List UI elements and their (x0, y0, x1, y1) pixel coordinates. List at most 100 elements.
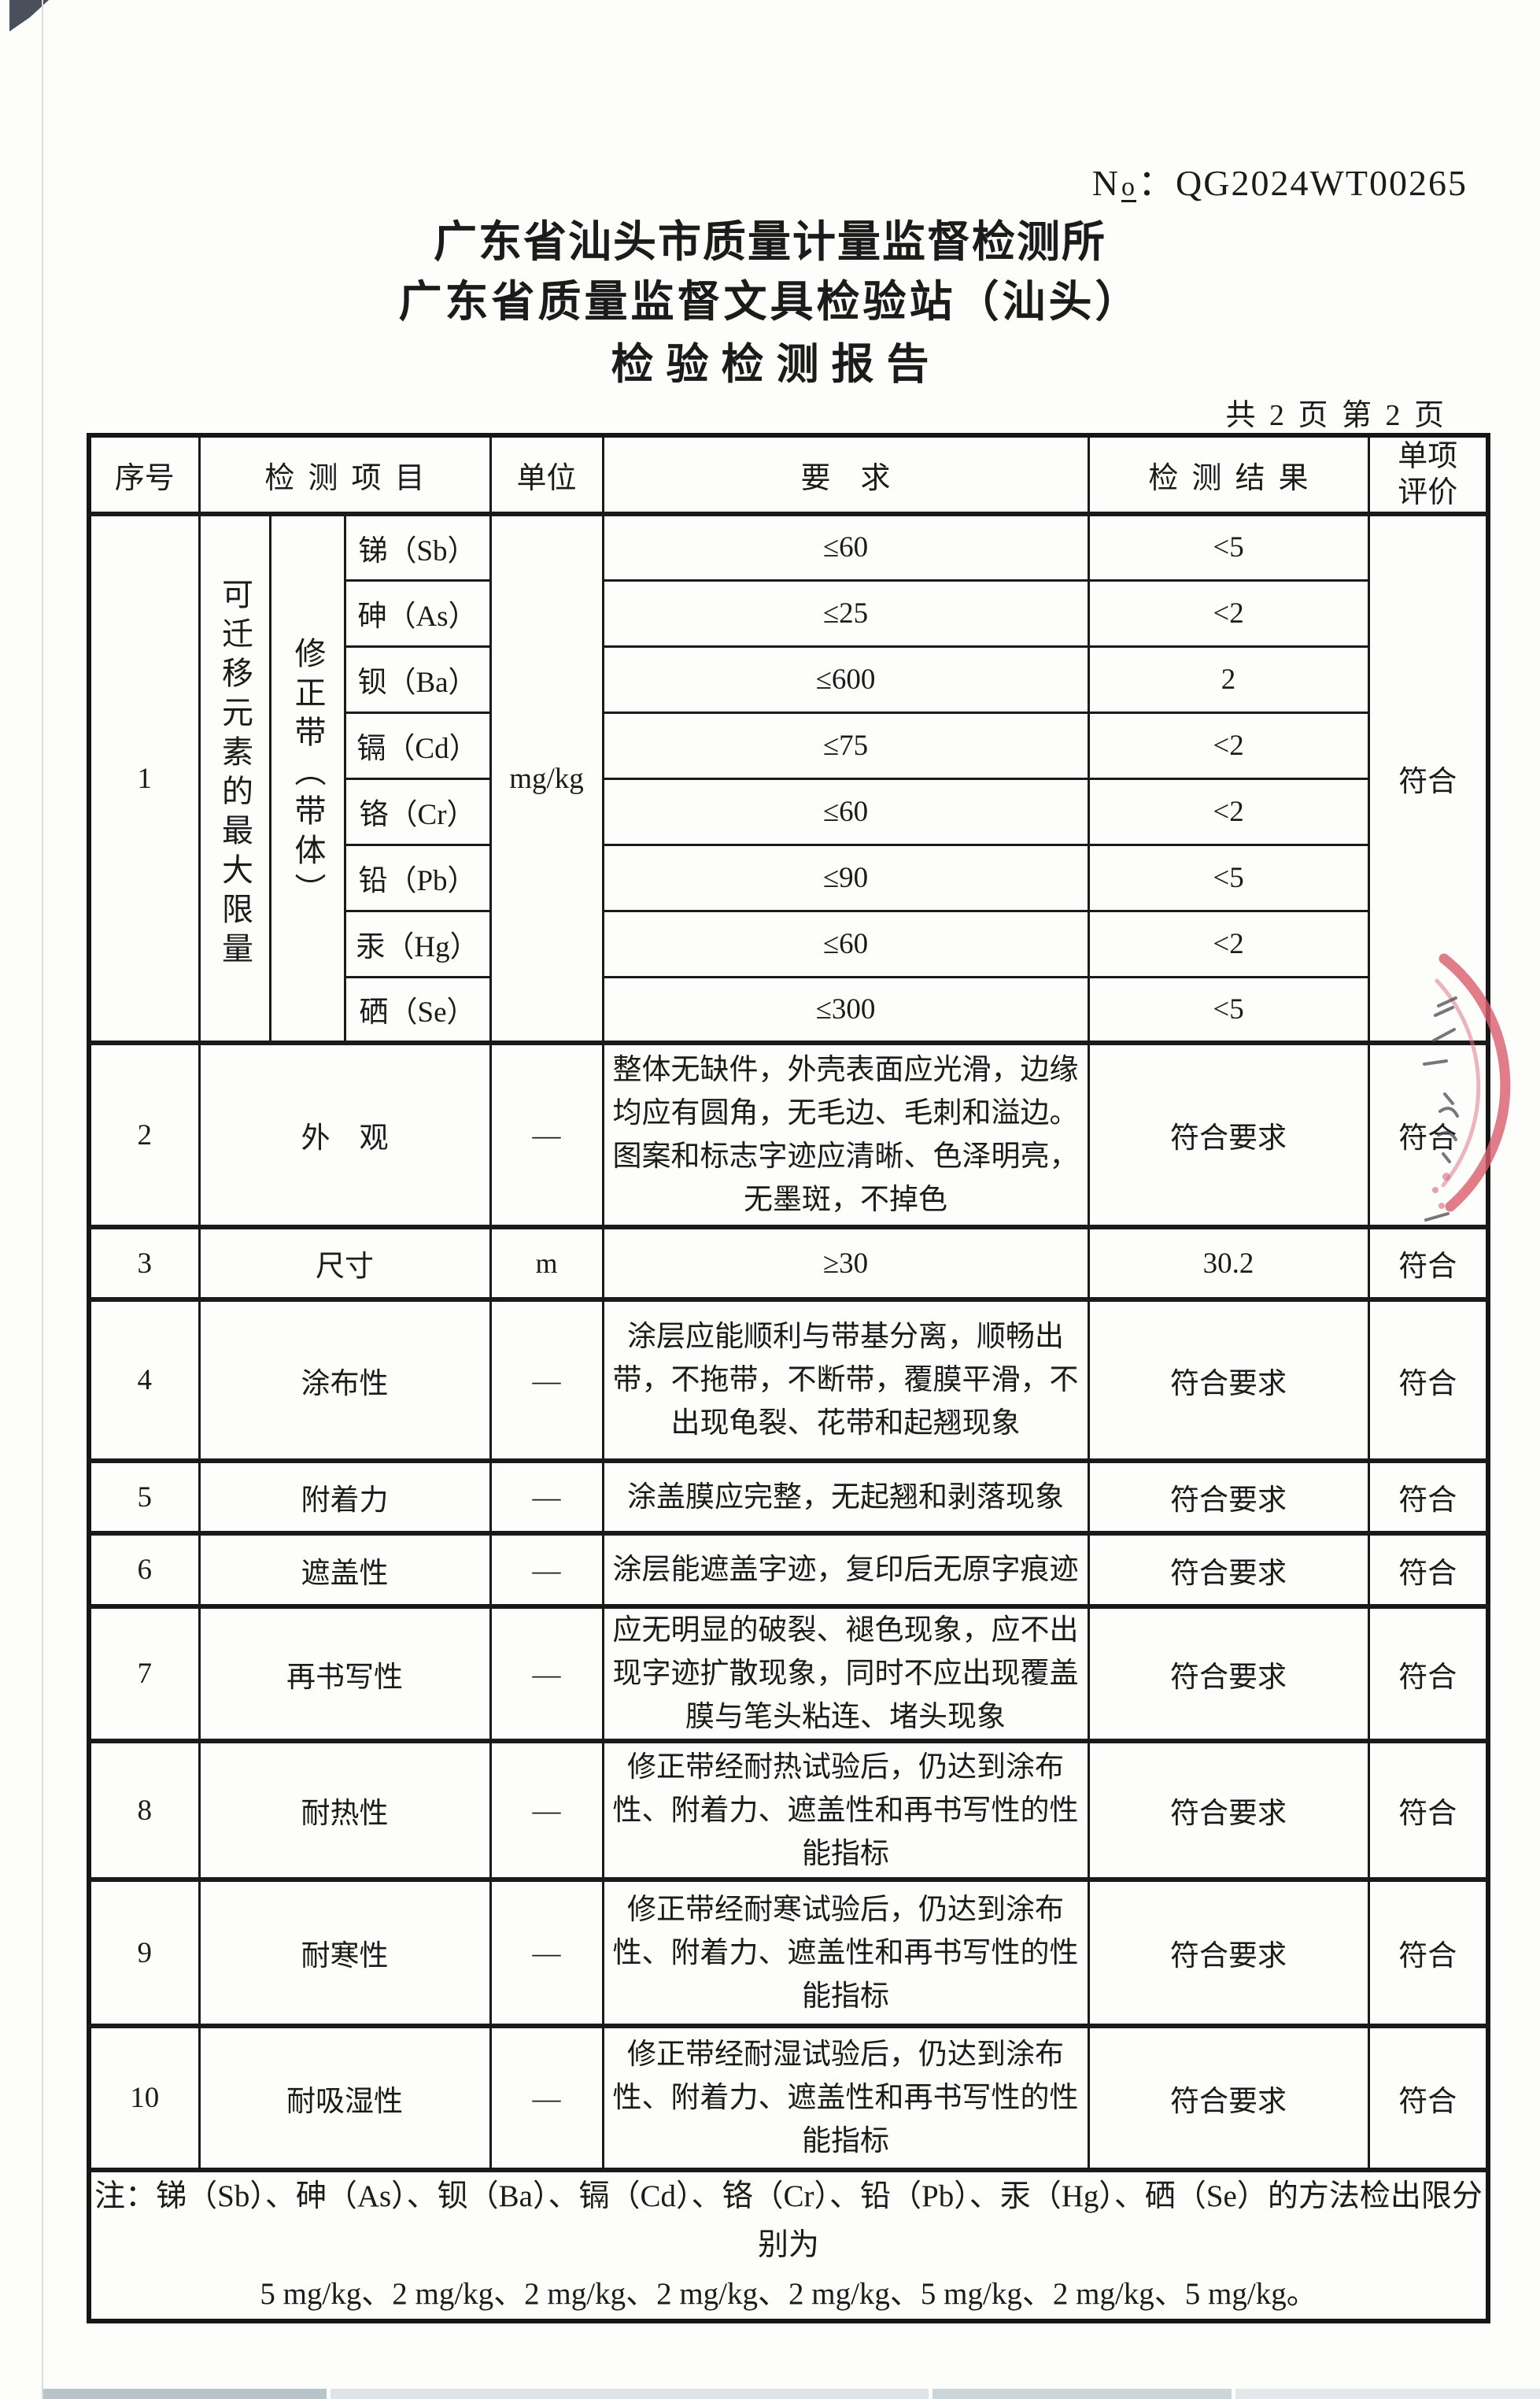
row1-group-label: 可迁移元素的最大限量 (198, 512, 271, 1045)
row-seq: 7 (87, 1605, 201, 1743)
row-seq: 8 (87, 1739, 201, 1882)
row-seq: 6 (87, 1532, 201, 1609)
element-requirement: ≤600 (601, 645, 1090, 714)
row-seq: 4 (87, 1298, 201, 1463)
row1-group-label-text: 可迁移元素的最大限量 (217, 578, 253, 971)
row-requirement: ≥30 (601, 1225, 1090, 1302)
col-header-evaluation-line2: 评价 (1398, 476, 1458, 509)
row-result: 符合要求 (1087, 1459, 1370, 1536)
scan-bottom-strip (0, 2388, 1540, 2399)
footnote-line1: 注：锑（Sb）、砷（As）、钡（Ba）、镉（Cd）、铬（Cr）、铅（Pb）、汞（… (94, 2179, 1483, 2262)
element-name: 锑（Sb） (343, 512, 492, 582)
report-number-n: N (1091, 163, 1121, 203)
col-header-result: 检测结果 (1087, 434, 1370, 516)
row1-evaluation: 符合 (1367, 512, 1490, 1045)
row-seq: 2 (87, 1041, 201, 1229)
element-name: 砷（As） (343, 578, 492, 648)
row-requirement: 涂盖膜应完整，无起翘和剥落现象 (601, 1459, 1090, 1536)
row-item: 外 观 (198, 1041, 492, 1229)
row-result: 符合要求 (1087, 1041, 1370, 1229)
element-name: 钡（Ba） (343, 645, 492, 714)
report-number-value: ：QG2024WT00265 (1138, 163, 1468, 203)
element-result: <2 (1087, 777, 1370, 846)
footnote-line2: 5 mg/kg、2 mg/kg、2 mg/kg、2 mg/kg、2 mg/kg、… (260, 2277, 1317, 2311)
element-result: <5 (1087, 975, 1370, 1045)
row-result: 符合要求 (1087, 1878, 1370, 2028)
row-item: 再书写性 (198, 1605, 492, 1743)
row-result: 符合要求 (1087, 2024, 1370, 2172)
element-requirement: ≤75 (601, 711, 1090, 780)
row-item: 耐吸湿性 (198, 2024, 492, 2172)
row-evaluation: 符合 (1367, 1225, 1490, 1302)
element-requirement: ≤90 (601, 843, 1090, 912)
row-seq: 10 (87, 2024, 201, 2172)
row-unit: — (489, 1739, 604, 1882)
report-title: 检验检测报告 (611, 341, 942, 388)
report-number-o: o (1121, 172, 1137, 201)
scan-strip-segment (331, 2389, 929, 2399)
col-header-evaluation-line1: 单项 (1398, 440, 1458, 473)
row-unit: — (489, 1878, 604, 2028)
row-unit: — (489, 1298, 604, 1463)
row-item: 耐热性 (198, 1739, 492, 1882)
row-requirement: 涂层应能顺利与带基分离，顺畅出带，不拖带，不断带，覆膜平滑，不出现龟裂、花带和起… (601, 1298, 1090, 1463)
element-requirement: ≤25 (601, 578, 1090, 648)
row-item: 附着力 (198, 1459, 492, 1536)
row-item: 尺寸 (198, 1225, 492, 1302)
element-name: 铬（Cr） (343, 777, 492, 846)
org-name-line1: 广东省汕头市质量计量监督检测所 (433, 218, 1106, 266)
results-table: 序号 检测项目 单位 要 求 检测结果 单项 评价 1 可迁移元素的最大限量 修… (87, 433, 1491, 2323)
row-item: 涂布性 (198, 1298, 492, 1463)
col-header-evaluation: 单项 评价 (1367, 434, 1490, 516)
row-result: 符合要求 (1087, 1739, 1370, 1882)
row-requirement: 修正带经耐湿试验后，仍达到涂布性、附着力、遮盖性和再书写性的性能指标 (601, 2024, 1090, 2172)
row1-subgroup-label-text: 修正带（带体） (290, 637, 326, 912)
element-name: 镉（Cd） (343, 711, 492, 780)
row1-unit: mg/kg (489, 512, 604, 1045)
org-name-line2: 广东省质量监督文具检验站（汕头） (398, 278, 1142, 326)
row-requirement: 修正带经耐寒试验后，仍达到涂布性、附着力、遮盖性和再书写性的性能指标 (601, 1878, 1090, 2028)
row-item: 遮盖性 (198, 1532, 492, 1609)
report-number: No：QG2024WT00265 (1092, 154, 1468, 206)
row-unit: — (489, 1532, 604, 1609)
scan-edge-line (42, 0, 43, 2399)
col-header-item: 检测项目 (198, 434, 492, 516)
row-result: 符合要求 (1087, 1532, 1370, 1609)
element-requirement: ≤60 (601, 777, 1090, 846)
row-unit: — (489, 1605, 604, 1743)
row-evaluation: 符合 (1367, 1459, 1490, 1536)
row-unit: — (489, 2024, 604, 2172)
element-name: 汞（Hg） (343, 909, 492, 978)
row-evaluation: 符合 (1367, 1878, 1490, 2028)
row-evaluation: 符合 (1367, 1298, 1490, 1463)
row-requirement: 应无明显的破裂、褪色现象，应不出现字迹扩散现象，同时不应出现覆盖膜与笔头粘连、堵… (601, 1605, 1090, 1743)
row-seq: 5 (87, 1459, 201, 1536)
element-requirement: ≤60 (601, 512, 1090, 582)
scan-strip-segment (43, 2389, 327, 2399)
col-header-seq: 序号 (87, 434, 201, 516)
row-item: 耐寒性 (198, 1878, 492, 2028)
row1-seq: 1 (87, 512, 201, 1045)
col-header-requirement: 要 求 (601, 434, 1090, 516)
element-result: <2 (1087, 578, 1370, 648)
row-evaluation: 符合 (1367, 1532, 1490, 1609)
row-seq: 3 (87, 1225, 201, 1302)
row-requirement: 涂层能遮盖字迹，复印后无原字痕迹 (601, 1532, 1090, 1609)
scan-strip-segment (1235, 2389, 1540, 2399)
row-unit: — (489, 1041, 604, 1229)
footnote: 注：锑（Sb）、砷（As）、钡（Ba）、镉（Cd）、铬（Cr）、铅（Pb）、汞（… (87, 2168, 1490, 2323)
element-requirement: ≤300 (601, 975, 1090, 1045)
page-indicator: 共 2 页 第 2 页 (1225, 399, 1447, 432)
row-evaluation: 符合 (1367, 2024, 1490, 2172)
row-result: 符合要求 (1087, 1605, 1370, 1743)
row-evaluation: 符合 (1367, 1605, 1490, 1743)
element-result: 2 (1087, 645, 1370, 714)
row-result: 符合要求 (1087, 1298, 1370, 1463)
row-result: 30.2 (1087, 1225, 1370, 1302)
element-result: <2 (1087, 909, 1370, 978)
col-header-unit: 单位 (489, 434, 604, 516)
row-seq: 9 (87, 1878, 201, 2028)
scan-strip-segment (932, 2389, 1232, 2399)
row-unit: m (489, 1225, 604, 1302)
